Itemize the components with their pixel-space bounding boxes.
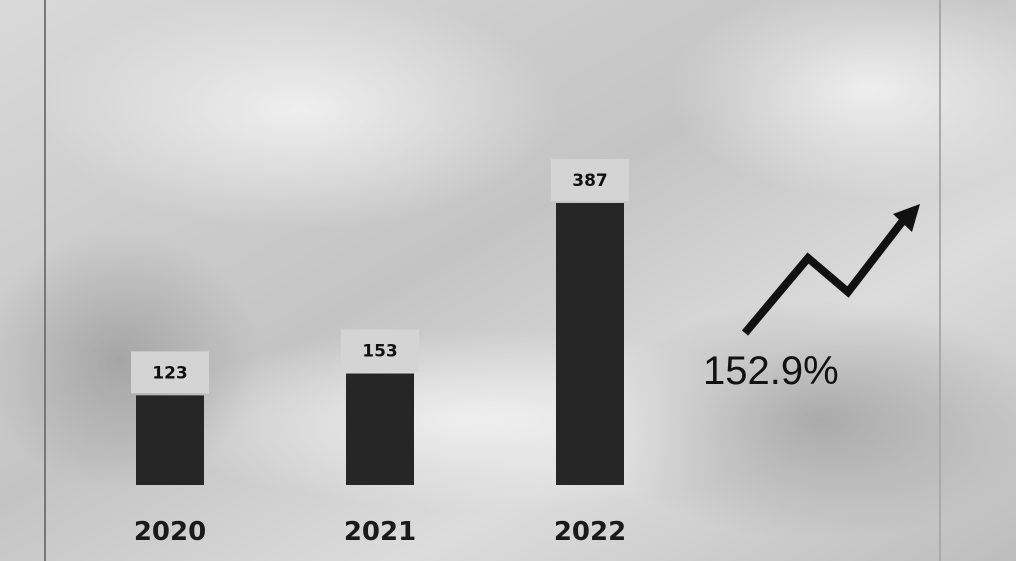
x-tick-label: 2021 xyxy=(344,517,416,547)
x-tick-label: 2020 xyxy=(134,517,206,547)
value-label-box xyxy=(341,329,419,372)
value-label: 387 xyxy=(572,171,608,191)
value-label-box xyxy=(131,351,209,394)
growth-arrow xyxy=(741,204,920,336)
annotation: 152.9% xyxy=(703,349,839,393)
bar xyxy=(346,373,414,485)
value-label-box xyxy=(551,159,629,201)
bar xyxy=(556,203,624,485)
x-tick-label: 2022 xyxy=(554,517,626,547)
bar xyxy=(136,395,204,485)
value-label: 153 xyxy=(362,342,398,362)
value-label: 123 xyxy=(152,363,188,383)
